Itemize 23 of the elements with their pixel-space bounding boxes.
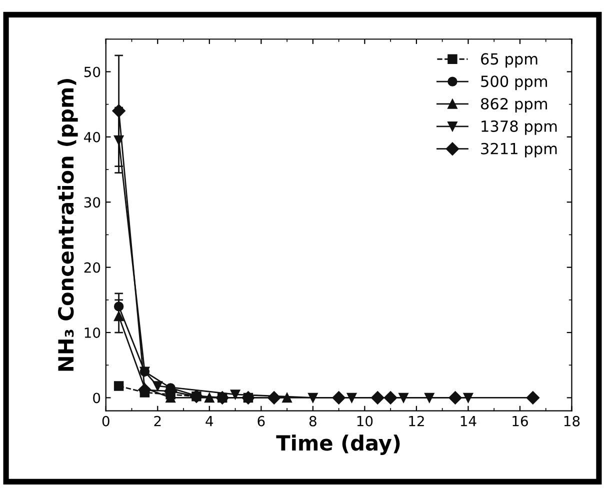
legend-label: 65 ppm	[481, 53, 538, 68]
x-tick-label: 0	[102, 416, 110, 426]
legend-label: 500 ppm	[481, 76, 547, 90]
x-tick-label: 10	[357, 416, 373, 426]
x-tick-label: 4	[206, 416, 214, 426]
legend-label: 1378 ppm	[482, 120, 557, 135]
y-axis-title: NH₃ Concentration (ppm)	[58, 79, 78, 371]
x-tick-label: 2	[154, 416, 161, 426]
x-tick-label: 14	[460, 416, 476, 426]
y-tick-label: 20	[84, 262, 100, 273]
x-tick-label: 16	[512, 416, 528, 426]
y-tick-label: 0	[93, 392, 100, 404]
legend-label: 3211 ppm	[481, 142, 557, 158]
x-axis-title: Time (day)	[276, 434, 400, 455]
x-tick-label: 12	[409, 416, 424, 426]
y-tick-label: 50	[84, 66, 100, 78]
y-tick-label: 30	[84, 197, 100, 208]
x-tick-label: 18	[564, 416, 580, 426]
x-tick-label: 6	[258, 416, 265, 426]
legend-label: 862 ppm	[480, 98, 547, 113]
x-tick-label: 8	[309, 416, 316, 426]
y-tick-label: 40	[84, 132, 100, 142]
y-tick-label: 10	[84, 327, 100, 338]
